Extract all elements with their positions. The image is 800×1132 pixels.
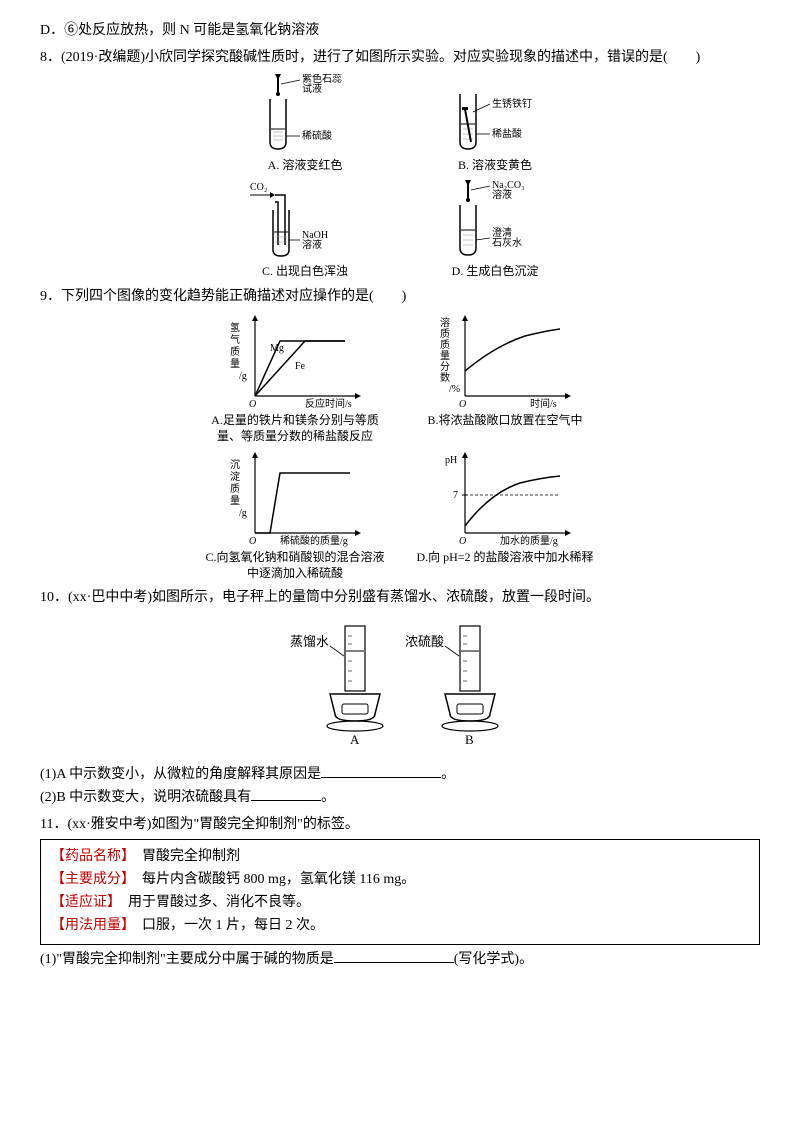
svg-text:pH: pH — [445, 455, 457, 466]
svg-text:氢: 氢 — [230, 321, 240, 334]
q10-sub2-end: 。 — [321, 790, 335, 805]
box-ind-val: 用于胃酸过多、消化不良等。 — [114, 895, 310, 910]
svg-text:淀: 淀 — [230, 470, 240, 483]
q10-sub2: (2)B 中示数变大，说明浓硫酸具有 。 — [40, 787, 760, 808]
exp-b-svg: 生锈铁钉 稀盐酸 — [435, 74, 555, 154]
svg-text:反应时间/s: 反应时间/s — [305, 397, 352, 410]
box-ind-label: 【适应证】 — [51, 895, 114, 910]
q11-blank1[interactable] — [334, 949, 454, 963]
q11-sub1: (1)"胃酸完全抑制剂"主要成分中属于碱的物质是 (写化学式)。 — [40, 949, 760, 970]
box-ing-val: 每片内含碳酸钙 800 mg，氢氧化镁 116 mg。 — [128, 872, 415, 887]
svg-text:溶: 溶 — [440, 316, 450, 329]
svg-text:稀盐酸: 稀盐酸 — [492, 127, 522, 140]
svg-text:/g: /g — [239, 371, 247, 382]
graph-c-caption: C.向氢氧化钠和硝酸钡的混合溶液中逐滴加入稀硫酸 — [205, 550, 385, 581]
q9-graph-a: 氢 气 质 量 /g O 反应时间/s Mg Fe A.足量的铁片和镁条分别与等… — [205, 311, 385, 444]
svg-text:稀硫酸的质量/g: 稀硫酸的质量/g — [280, 534, 348, 547]
option-d-text: D．⑥处反应放热，则 N 可能是氢氧化钠溶液 — [40, 20, 760, 41]
svg-text:时间/s: 时间/s — [530, 397, 557, 410]
q10-blank2[interactable] — [251, 787, 321, 801]
q8-text: 8．(2019·改编题)小欣同学探究酸碱性质时，进行了如图所示实验。对应实验现象… — [40, 47, 760, 68]
svg-text:数: 数 — [440, 371, 450, 384]
svg-text:B: B — [465, 732, 474, 747]
svg-text:浓硫酸: 浓硫酸 — [405, 634, 444, 649]
exp-b-caption: B. 溶液变黄色 — [458, 156, 532, 174]
svg-text:CO₂: CO₂ — [250, 182, 267, 193]
svg-text:量: 量 — [230, 495, 240, 507]
exp-a-caption: A. 溶液变红色 — [268, 156, 343, 174]
q11-sub1-end: (写化学式)。 — [454, 952, 533, 967]
svg-text:量: 量 — [440, 350, 450, 362]
graph-d-svg: pH 7 O 加水的质量/g — [435, 448, 575, 548]
q8-exp-a: 紫色石蕊 试液 稀硫酸 A. 溶液变红色 — [230, 74, 380, 174]
svg-text:O: O — [249, 399, 256, 410]
svg-text:质: 质 — [230, 483, 240, 495]
q9-graph-b: 溶 质 质 量 分 数 /% O 时间/s B.将浓盐酸敞口放置在空气中 — [415, 311, 595, 444]
svg-text:试液: 试液 — [302, 82, 322, 95]
q8-row1: 紫色石蕊 试液 稀硫酸 A. 溶液变红色 生锈铁钉 稀盐酸 — [40, 74, 760, 174]
q10-scales: 蒸馏水 A 浓硫酸 B — [40, 616, 760, 756]
box-use-label: 【用法用量】 — [51, 918, 128, 933]
svg-text:A: A — [350, 732, 360, 747]
svg-text:气: 气 — [230, 333, 240, 346]
q9-row2: 沉 淀 质 量 /g O 稀硫酸的质量/g C.向氢氧化钠和硝酸钡的混合溶液中逐… — [40, 448, 760, 581]
q9-row1: 氢 气 质 量 /g O 反应时间/s Mg Fe A.足量的铁片和镁条分别与等… — [40, 311, 760, 444]
q9-graph-d: pH 7 O 加水的质量/g D.向 pH=2 的盐酸溶液中加水稀释 — [415, 448, 595, 581]
q9-graph-c: 沉 淀 质 量 /g O 稀硫酸的质量/g C.向氢氧化钠和硝酸钡的混合溶液中逐… — [205, 448, 385, 581]
graph-b-caption: B.将浓盐酸敞口放置在空气中 — [427, 413, 582, 429]
graph-a-caption: A.足量的铁片和镁条分别与等质量、等质量分数的稀盐酸反应 — [205, 413, 385, 444]
q11-box: 【药品名称】 胃酸完全抑制剂 【主要成分】 每片内含碳酸钙 800 mg，氢氧化… — [40, 839, 760, 945]
q8-exp-c: CO₂ NaOH 溶液 C. 出现白色浑浊 — [230, 180, 380, 280]
q10-sub1-text: (1)A 中示数变小，从微粒的角度解释其原因是 — [40, 767, 321, 782]
box-ing-label: 【主要成分】 — [51, 872, 128, 887]
q10-sub1-end: 。 — [441, 767, 455, 782]
box-name-label: 【药品名称】 — [51, 849, 128, 864]
scales-svg: 蒸馏水 A 浓硫酸 B — [260, 616, 540, 756]
svg-text:蒸馏水: 蒸馏水 — [290, 634, 329, 649]
q8-exp-b: 生锈铁钉 稀盐酸 B. 溶液变黄色 — [420, 74, 570, 174]
svg-text:沉: 沉 — [230, 458, 240, 471]
q10-sub2-text: (2)B 中示数变大，说明浓硫酸具有 — [40, 790, 251, 805]
svg-text:O: O — [249, 536, 256, 547]
q8-row2: CO₂ NaOH 溶液 C. 出现白色浑浊 — [40, 180, 760, 280]
graph-a-svg: 氢 气 质 量 /g O 反应时间/s Mg Fe — [225, 311, 365, 411]
q9-text: 9．下列四个图像的变化趋势能正确描述对应操作的是( ) — [40, 286, 760, 307]
svg-text:量: 量 — [230, 358, 240, 370]
svg-text:质: 质 — [440, 328, 450, 340]
svg-text:分: 分 — [440, 361, 450, 373]
svg-text:加水的质量/g: 加水的质量/g — [500, 534, 558, 547]
svg-text:/%: /% — [449, 384, 460, 395]
svg-text:O: O — [459, 536, 466, 547]
exp-c-caption: C. 出现白色浑浊 — [262, 262, 348, 280]
svg-text:Fe: Fe — [295, 361, 306, 372]
svg-text:稀硫酸: 稀硫酸 — [302, 129, 332, 142]
exp-c-svg: CO₂ NaOH 溶液 — [245, 180, 365, 260]
svg-text:O: O — [459, 399, 466, 410]
svg-text:石灰水: 石灰水 — [492, 236, 522, 249]
graph-c-svg: 沉 淀 质 量 /g O 稀硫酸的质量/g — [225, 448, 365, 548]
q11-text: 11．(xx·雅安中考)如图为"胃酸完全抑制剂"的标签。 — [40, 814, 760, 835]
exp-d-caption: D. 生成白色沉淀 — [452, 262, 539, 280]
graph-b-svg: 溶 质 质 量 分 数 /% O 时间/s — [435, 311, 575, 411]
box-name-val: 胃酸完全抑制剂 — [128, 849, 240, 864]
svg-text:生锈铁钉: 生锈铁钉 — [492, 97, 532, 110]
exp-a-svg: 紫色石蕊 试液 稀硫酸 — [245, 74, 365, 154]
q8-exp-d: Na₂CO₃ 溶液 澄清 石灰水 D. 生成白色沉淀 — [420, 180, 570, 280]
exp-d-svg: Na₂CO₃ 溶液 澄清 石灰水 — [435, 180, 555, 260]
svg-text:溶液: 溶液 — [302, 238, 322, 251]
svg-text:/g: /g — [239, 508, 247, 519]
svg-text:质: 质 — [440, 339, 450, 351]
svg-text:质: 质 — [230, 346, 240, 358]
svg-text:7: 7 — [453, 490, 458, 501]
q10-sub1: (1)A 中示数变小，从微粒的角度解释其原因是 。 — [40, 764, 760, 785]
q11-sub1-text: (1)"胃酸完全抑制剂"主要成分中属于碱的物质是 — [40, 952, 334, 967]
graph-d-caption: D.向 pH=2 的盐酸溶液中加水稀释 — [416, 550, 593, 566]
svg-text:溶液: 溶液 — [492, 188, 512, 201]
box-use-val: 口服，一次 1 片，每日 2 次。 — [128, 918, 324, 933]
svg-text:Mg: Mg — [270, 343, 284, 354]
q10-blank1[interactable] — [321, 764, 441, 778]
q10-text: 10．(xx·巴中中考)如图所示，电子秤上的量筒中分别盛有蒸馏水、浓硫酸，放置一… — [40, 587, 760, 608]
